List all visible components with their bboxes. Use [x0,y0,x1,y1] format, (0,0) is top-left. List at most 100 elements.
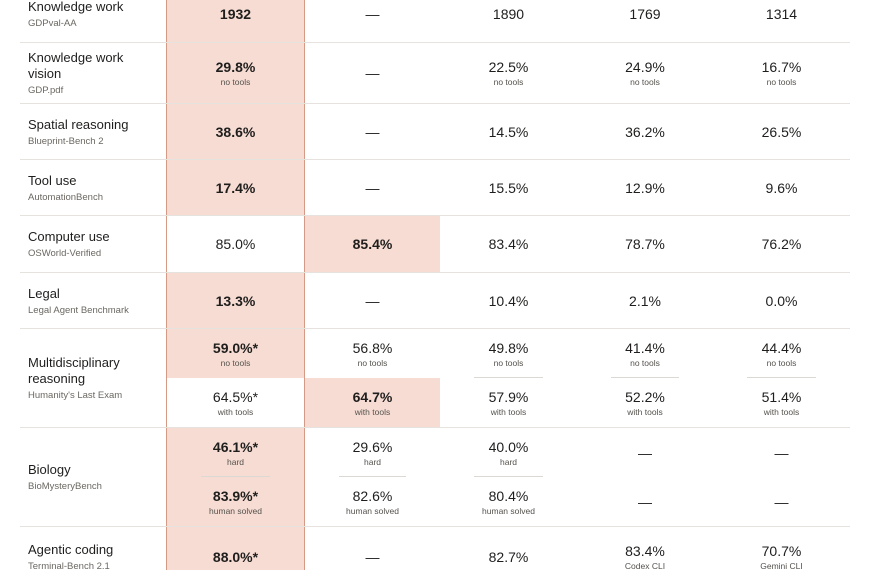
table-cell: 49.8% no tools 57.9% with tools [440,329,577,427]
entry-divider [338,476,407,477]
cell-entry: 29.6% hard [305,428,440,477]
score-note: Codex CLI [624,560,666,570]
score: 64.7% [352,388,393,405]
entry-divider [474,476,543,477]
score-note: no tools [357,357,388,368]
benchmark-name: Agentic coding [28,541,114,557]
table-cell: 38.6% [167,104,304,159]
score-note: no tools [630,357,660,368]
benchmark-name: Multidisciplinary reasoning [28,355,120,386]
score-note: no tools [493,77,524,87]
table-cell: 1890 [440,0,577,42]
cell-entry: — [305,273,440,328]
score: 36.2% [625,123,665,140]
score: 83.4% [625,542,665,559]
score: 82.7% [488,548,529,565]
table-cell: — [305,0,440,42]
score: 1769 [629,5,661,22]
cell-entry: 51.4% with tools [713,378,850,427]
column-border [304,0,305,570]
score-note: no tools [766,77,797,87]
entry-divider [474,377,543,378]
cell-entry: 0.0% [713,273,850,328]
score: 46.1%* [212,438,259,455]
score-note: with tools [354,406,391,417]
entry-divider [747,377,816,378]
cell-entry: — [305,0,440,42]
table-cell: 1932 [167,0,304,42]
cell-entry: 82.6% human solved [305,477,440,526]
score-note: human solved [482,505,535,516]
table-cell: 44.4% no tools 51.4% with tools [713,329,850,427]
cell-entry: 9.6% [713,160,850,215]
score-note: Gemini CLI [760,560,803,570]
cell-entry: 36.2% [577,104,713,159]
score: 1890 [492,5,525,22]
score: 0.0% [765,292,798,309]
table-cell: — [305,104,440,159]
cell-entry: 83.4% [440,216,577,272]
score: — [774,444,789,461]
score-note: no tools [220,357,251,368]
cell-entry: 14.5% [440,104,577,159]
score: — [365,548,380,565]
cell-entry: — [305,160,440,215]
score: 80.4% [488,487,529,504]
benchmark-name: Biology [28,462,71,477]
score: 56.8% [352,339,393,356]
table-cell: 9.6% [713,160,850,215]
benchmark-name: Computer use [28,229,110,244]
row-label: Multidisciplinary reasoning Humanity's La… [28,329,158,427]
score: — [365,179,380,196]
score: 64.5%* [212,388,259,405]
table-cell: 17.4% [167,160,304,215]
cell-entry: 59.0%* no tools [167,329,304,378]
score: 26.5% [761,123,802,140]
cell-entry: 38.6% [167,104,304,159]
score-note: hard [226,456,244,467]
table-cell: 59.0%* no tools 64.5%* with tools [167,329,304,427]
score: 38.6% [215,123,256,140]
cell-entry: — [305,43,440,103]
table-cell: 56.8% no tools 64.7% with tools [305,329,440,427]
table-cell: 12.9% [577,160,713,215]
cell-entry: 29.8% no tools [167,43,304,103]
score: 29.8% [215,59,256,75]
row-label: Biology BioMysteryBench [28,428,158,526]
score: 51.4% [761,388,802,405]
table-cell: — [305,273,440,328]
score: — [365,123,380,140]
benchmark-source: OSWorld-Verified [28,248,102,259]
row-label: Spatial reasoning Blueprint-Bench 2 [28,104,158,159]
row-label: Knowledge work vision GDP.pdf [28,43,158,103]
table-cell: 85.0% [167,216,304,272]
score-note: human solved [209,505,262,516]
benchmark-name: Knowledge work vision [28,50,124,81]
score: 16.7% [761,59,802,75]
row-label: Computer use OSWorld-Verified [28,216,158,272]
benchmark-source: Terminal-Bench 2.1 [28,560,110,570]
table-cell: 78.7% [577,216,713,272]
cell-entry: — [577,477,713,526]
benchmark-source: BioMysteryBench [28,481,102,492]
cell-entry: 52.2% with tools [577,378,713,427]
table-row: Spatial reasoning Blueprint-Bench 2 38.6% —… [20,104,850,160]
cell-entry: 80.4% human solved [440,477,577,526]
cell-entry: 44.4% no tools [713,329,850,378]
score: 17.4% [215,179,256,196]
cell-entry: 22.5% no tools [440,43,577,103]
score: 44.4% [761,339,802,356]
entry-divider [201,476,270,477]
score: 59.0%* [212,339,259,356]
cell-entry: — [713,477,850,526]
benchmark-name: Legal [28,285,60,301]
score: — [638,444,652,461]
entry-divider [611,377,679,378]
benchmark-source: GDPval-AA [28,17,77,29]
score: — [774,493,789,510]
table-cell: — [305,160,440,215]
score-note: no tools [493,357,524,368]
table-cell: 1314 [713,0,850,42]
score-note: hard [499,456,517,467]
